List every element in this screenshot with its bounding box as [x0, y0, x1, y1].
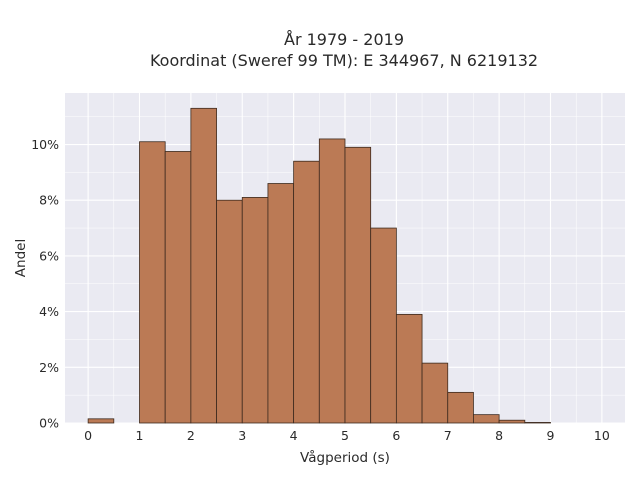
y-tick-label: 4% [39, 304, 59, 319]
histogram-bar [473, 414, 500, 424]
histogram-bar [293, 160, 320, 424]
x-tick-label: 7 [444, 428, 452, 443]
y-tick-label: 6% [39, 248, 59, 263]
y-tick-label: 10% [31, 137, 59, 152]
y-tick-label: 0% [39, 416, 59, 431]
x-tick-label: 9 [547, 428, 555, 443]
y-tick-label: 8% [39, 193, 59, 208]
histogram-bar [498, 419, 526, 424]
histogram-bar [524, 422, 551, 424]
y-tick-label: 2% [39, 360, 59, 375]
x-tick-label: 4 [290, 428, 298, 443]
x-tick-label: 6 [392, 428, 400, 443]
bars [87, 107, 551, 424]
x-ticks: 0 1 2 3 4 5 6 7 8 9 10 [84, 428, 610, 443]
y-axis-label: Andel [13, 239, 29, 277]
x-tick-label: 8 [495, 428, 503, 443]
histogram-bar [395, 313, 423, 424]
x-tick-label: 1 [136, 428, 144, 443]
histogram-bar [421, 362, 449, 424]
histogram-bar [139, 141, 166, 424]
chart-title-line-1: År 1979 - 2019 [284, 30, 404, 49]
x-tick-label: 5 [341, 428, 349, 443]
histogram-bar [344, 146, 372, 424]
chart-title-line-2: Koordinat (Sweref 99 TM): E 344967, N 62… [150, 51, 538, 70]
histogram-bar [87, 418, 115, 424]
x-tick-label: 2 [187, 428, 195, 443]
histogram-bar [447, 391, 474, 424]
x-tick-label: 3 [238, 428, 246, 443]
x-axis-label: Vågperiod (s) [300, 449, 390, 466]
histogram-bar [267, 183, 295, 424]
x-tick-label: 10 [594, 428, 610, 443]
histogram-bar [241, 197, 269, 424]
x-tick-label: 0 [84, 428, 92, 443]
histogram-bar [216, 199, 243, 424]
histogram-bar [164, 151, 192, 424]
histogram-bar [190, 107, 217, 424]
histogram-bar [318, 138, 346, 424]
histogram-bar [370, 227, 397, 424]
y-ticks: 0% 2% 4% 6% 8% 10% [31, 137, 59, 430]
